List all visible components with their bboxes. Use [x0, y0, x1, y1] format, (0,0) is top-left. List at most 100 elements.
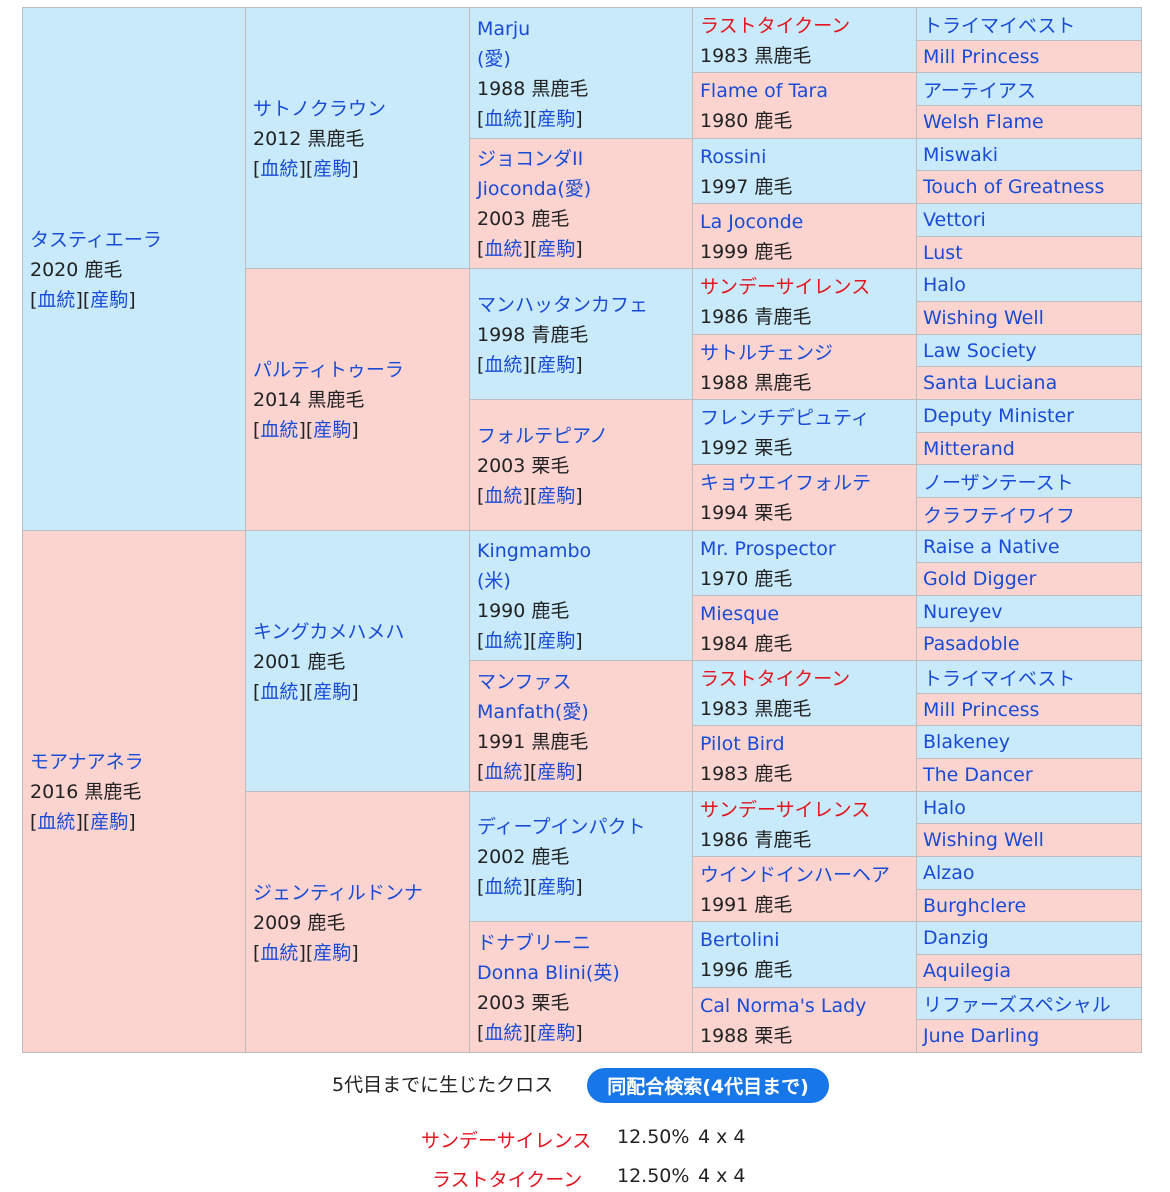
bloodline-link[interactable]: 血統 [260, 942, 299, 964]
horse-name-link[interactable]: Pilot Bird [700, 733, 785, 755]
bloodline-link[interactable]: 血統 [484, 354, 523, 376]
horse-name-link[interactable]: Aquilegia [923, 960, 1011, 982]
horse-name-link[interactable]: マンファス [477, 671, 572, 693]
horse-name-link[interactable]: Marju [477, 18, 531, 40]
horse-name-link[interactable]: Halo [923, 796, 966, 819]
horse-name-link[interactable]: パルティトゥーラ [253, 359, 404, 381]
horse-name-link[interactable]: Nureyev [923, 600, 1003, 623]
bloodline-link[interactable]: 血統 [484, 108, 523, 130]
horse-name-link[interactable]: Gold Digger [923, 568, 1037, 590]
horse-name-link[interactable]: サトノクラウン [253, 98, 387, 120]
horse-name-link[interactable]: サンデーサイレンス [700, 276, 871, 298]
horse-name-link[interactable]: キョウエイフォルテ [700, 472, 872, 494]
bloodline-link[interactable]: 血統 [484, 238, 523, 260]
horse-name-link[interactable]: Vettori [923, 209, 986, 231]
horse-name-link[interactable]: Mill Princess [923, 45, 1040, 68]
bloodline-link[interactable]: 血統 [37, 289, 76, 311]
bloodline-link[interactable]: 血統 [484, 630, 523, 652]
horse-name-link[interactable]: Alzao [923, 862, 975, 884]
horse-origin-link[interactable]: (愛) [477, 48, 511, 70]
offspring-link[interactable]: 産駒 [537, 1022, 576, 1044]
bloodline-link[interactable]: 血統 [260, 158, 299, 180]
horse-origin-link[interactable]: (米) [477, 570, 511, 592]
horse-name-link[interactable]: トライマイベスト [923, 667, 1076, 690]
offspring-link[interactable]: 産駒 [313, 158, 352, 180]
horse-origin-link[interactable]: Manfath(愛) [477, 701, 589, 723]
horse-name-link[interactable]: ディープインパクト [477, 816, 646, 838]
horse-name-link[interactable]: Blakeney [923, 731, 1010, 753]
pedigree-cell-gen5: Alzao [916, 856, 1142, 890]
horse-name-link[interactable]: マンハッタンカフェ [477, 294, 649, 316]
horse-name-link[interactable]: Pasadoble [923, 633, 1020, 655]
offspring-link[interactable]: 産駒 [313, 419, 352, 441]
horse-name-link[interactable]: フォルテピアノ [477, 425, 609, 447]
horse-name-link[interactable]: Danzig [923, 927, 989, 949]
horse-name-link[interactable]: Wishing Well [923, 829, 1044, 851]
offspring-link[interactable]: 産駒 [313, 681, 352, 703]
horse-name-link[interactable]: Flame of Tara [700, 80, 828, 102]
horse-origin-link[interactable]: Jioconda(愛) [477, 178, 592, 200]
offspring-link[interactable]: 産駒 [537, 485, 576, 507]
offspring-link[interactable]: 産駒 [537, 761, 576, 783]
horse-name-link[interactable]: Touch of Greatness [923, 176, 1105, 198]
horse-name-link[interactable]: Mr. Prospector [700, 538, 836, 560]
cross-horse-link[interactable]: サンデーサイレンス [421, 1130, 592, 1152]
horse-name-link[interactable]: Kingmambo [477, 540, 592, 562]
horse-name-link[interactable]: Raise a Native [923, 535, 1060, 558]
bloodline-link[interactable]: 血統 [484, 761, 523, 783]
offspring-link[interactable]: 産駒 [313, 942, 352, 964]
horse-name-link[interactable]: ノーザンテースト [923, 471, 1074, 494]
horse-name-link[interactable]: リファーズスペシャル [923, 994, 1111, 1016]
horse-name-link[interactable]: Welsh Flame [923, 111, 1044, 133]
horse-name-link[interactable]: Miesque [700, 603, 780, 625]
horse-name-link[interactable]: Wishing Well [923, 307, 1044, 329]
offspring-link[interactable]: 産駒 [537, 354, 576, 376]
horse-name-link[interactable]: Santa Luciana [923, 372, 1058, 394]
horse-name-link[interactable]: ラストタイクーン [700, 15, 851, 37]
horse-name-link[interactable]: Lust [923, 241, 963, 264]
horse-name-link[interactable]: Rossini [700, 146, 767, 168]
horse-name-link[interactable]: Law Society [923, 339, 1037, 362]
horse-year-color: 1970 鹿毛 [700, 568, 793, 590]
horse-name-link[interactable]: フレンチデピュティ [700, 407, 870, 429]
horse-name-link[interactable]: Miswaki [923, 143, 999, 166]
horse-name-link[interactable]: ジョコンダII [477, 148, 584, 170]
offspring-link[interactable]: 産駒 [537, 108, 576, 130]
bloodline-link[interactable]: 血統 [484, 485, 523, 507]
horse-name-link[interactable]: ウインドインハーヘア [700, 864, 891, 886]
horse-name-link[interactable]: トライマイベスト [923, 14, 1076, 37]
horse-name-link[interactable]: Deputy Minister [923, 405, 1074, 427]
horse-name-link[interactable]: ジェンティルドンナ [253, 882, 423, 904]
offspring-link[interactable]: 産駒 [537, 630, 576, 652]
horse-name-link[interactable]: サトルチェンジ [700, 342, 834, 364]
horse-name-link[interactable]: Mitterand [923, 437, 1015, 460]
horse-origin-link[interactable]: Donna Blini(英) [477, 962, 620, 984]
horse-name-link[interactable]: クラフテイワイフ [923, 504, 1076, 527]
bloodline-link[interactable]: 血統 [260, 681, 299, 703]
offspring-link[interactable]: 産駒 [537, 876, 576, 898]
cross-horse-link[interactable]: ラストタイクーン [432, 1169, 583, 1191]
horse-name-link[interactable]: ドナブリーニ [477, 932, 592, 954]
horse-name-link[interactable]: サンデーサイレンス [700, 799, 871, 821]
horse-name-link[interactable]: Burghclere [923, 894, 1027, 917]
offspring-link[interactable]: 産駒 [537, 238, 576, 260]
horse-name-link[interactable]: Bertolini [700, 929, 780, 951]
horse-name-link[interactable]: The Dancer [923, 764, 1033, 786]
bloodline-link[interactable]: 血統 [260, 419, 299, 441]
horse-name-link[interactable]: Halo [923, 274, 966, 296]
bloodline-link[interactable]: 血統 [484, 876, 523, 898]
horse-name-link[interactable]: タスティエーラ [30, 229, 162, 251]
offspring-link[interactable]: 産駒 [90, 811, 129, 833]
horse-name-link[interactable]: Mill Princess [923, 698, 1040, 721]
horse-name-link[interactable]: ラストタイクーン [700, 668, 851, 690]
same-mating-search-button[interactable]: 同配合検索(4代目まで) [587, 1068, 829, 1103]
bloodline-link[interactable]: 血統 [37, 811, 76, 833]
bloodline-link[interactable]: 血統 [484, 1022, 523, 1044]
horse-name-link[interactable]: キングカメハメハ [253, 621, 405, 643]
horse-name-link[interactable]: モアナアネラ [30, 751, 144, 773]
horse-name-link[interactable]: Cal Norma's Lady [700, 995, 867, 1017]
offspring-link[interactable]: 産駒 [90, 289, 129, 311]
horse-name-link[interactable]: アーテイアス [923, 79, 1036, 102]
horse-name-link[interactable]: June Darling [923, 1025, 1040, 1047]
horse-name-link[interactable]: La Joconde [700, 211, 804, 233]
